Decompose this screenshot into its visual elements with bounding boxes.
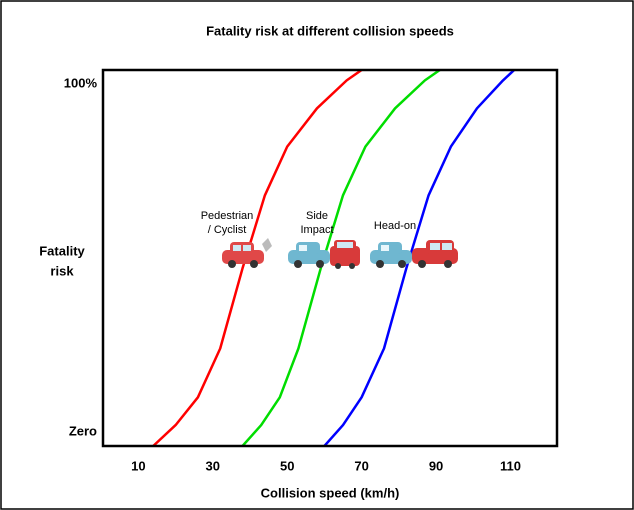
car-icon [370,242,412,268]
risk-curve [152,70,363,446]
y-axis-title: Fatality [39,243,85,258]
annotation: Head-on [374,220,416,232]
y-tick-label: Zero [69,424,97,439]
x-tick-label: 10 [131,458,145,473]
car-icon [330,240,360,269]
x-tick-label: 90 [429,458,443,473]
x-tick-label: 70 [354,458,368,473]
car-icon [222,238,272,268]
x-tick-label: 30 [206,458,220,473]
risk-curve [241,70,441,446]
y-axis-title: risk [50,263,74,278]
x-tick-label: 110 [500,458,521,473]
annotation: Pedestrian [201,210,254,222]
car-icon [288,242,330,268]
x-axis-title: Collision speed (km/h) [261,485,400,500]
chart-title: Fatality risk at different collision spe… [206,23,454,38]
y-tick-label: 100% [64,75,98,90]
car-icons [222,238,458,269]
annotation: Impact [300,224,333,236]
car-icon [412,240,458,268]
annotation: Side [306,210,328,222]
annotation: / Cyclist [208,224,247,236]
x-tick-label: 50 [280,458,294,473]
plot-frame [101,68,559,448]
risk-curve [323,70,516,446]
